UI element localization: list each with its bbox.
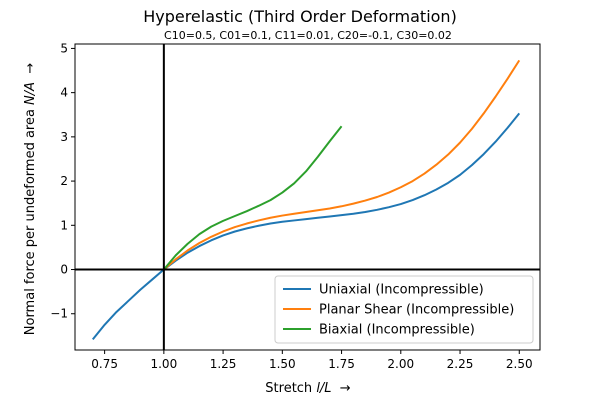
- y-axis-label-text: Normal force per undeformed area: [23, 105, 38, 335]
- series-line-2: [163, 125, 343, 271]
- series-line-1: [163, 59, 521, 271]
- chart-title: Hyperelastic (Third Order Deformation): [143, 7, 457, 26]
- x-tick-label: 2.25: [447, 357, 474, 371]
- x-axis-label: Stretch l/L →: [265, 381, 351, 396]
- x-tick-label: 1.00: [150, 357, 177, 371]
- y-tick-label: 2: [60, 174, 68, 188]
- x-tick-label: 1.50: [269, 357, 296, 371]
- legend-label-2: Biaxial (Incompressible): [319, 323, 475, 338]
- x-tick-label: 1.75: [328, 357, 355, 371]
- x-tick-label: 1.25: [210, 357, 237, 371]
- x-tick-label: 0.75: [91, 357, 118, 371]
- legend-label-0: Uniaxial (Incompressible): [319, 283, 484, 298]
- y-tick-label: 0: [60, 263, 68, 277]
- x-tick-label: 2.00: [387, 357, 414, 371]
- legend-box: [274, 275, 534, 344]
- y-axis-label-symbol: N/A: [23, 82, 38, 105]
- y-axis-label-arrow: →: [23, 63, 38, 82]
- plot-area: 0.75 1.00 1.25 1.50 1.75 2.00 2.25 2.50 −1 0 1 2 3 4 5…: [50, 41, 541, 371]
- axes-frame: [74, 43, 541, 351]
- y-tick-label: 1: [60, 218, 68, 232]
- x-tick-label: 2.50: [506, 357, 533, 371]
- x-axis-label-arrow: →: [332, 381, 351, 396]
- y-tick-label: −1: [50, 307, 68, 321]
- y-tick-label: 4: [60, 86, 68, 100]
- y-axis-label: Normal force per undeformed area N/A →: [23, 63, 38, 336]
- y-tick-label: 3: [60, 130, 68, 144]
- y-tick-label: 5: [60, 41, 68, 55]
- legend-label-1: Planar Shear (Incompressible): [319, 303, 514, 318]
- legend: Uniaxial (Incompressible) Planar Shear (I…: [274, 275, 534, 344]
- x-axis-label-text: Stretch: [265, 381, 316, 396]
- chart-subtitle: C10=0.5, C01=0.1, C11=0.01, C20=-0.1, C3…: [164, 29, 452, 42]
- x-axis-label-symbol: l/L: [316, 381, 331, 396]
